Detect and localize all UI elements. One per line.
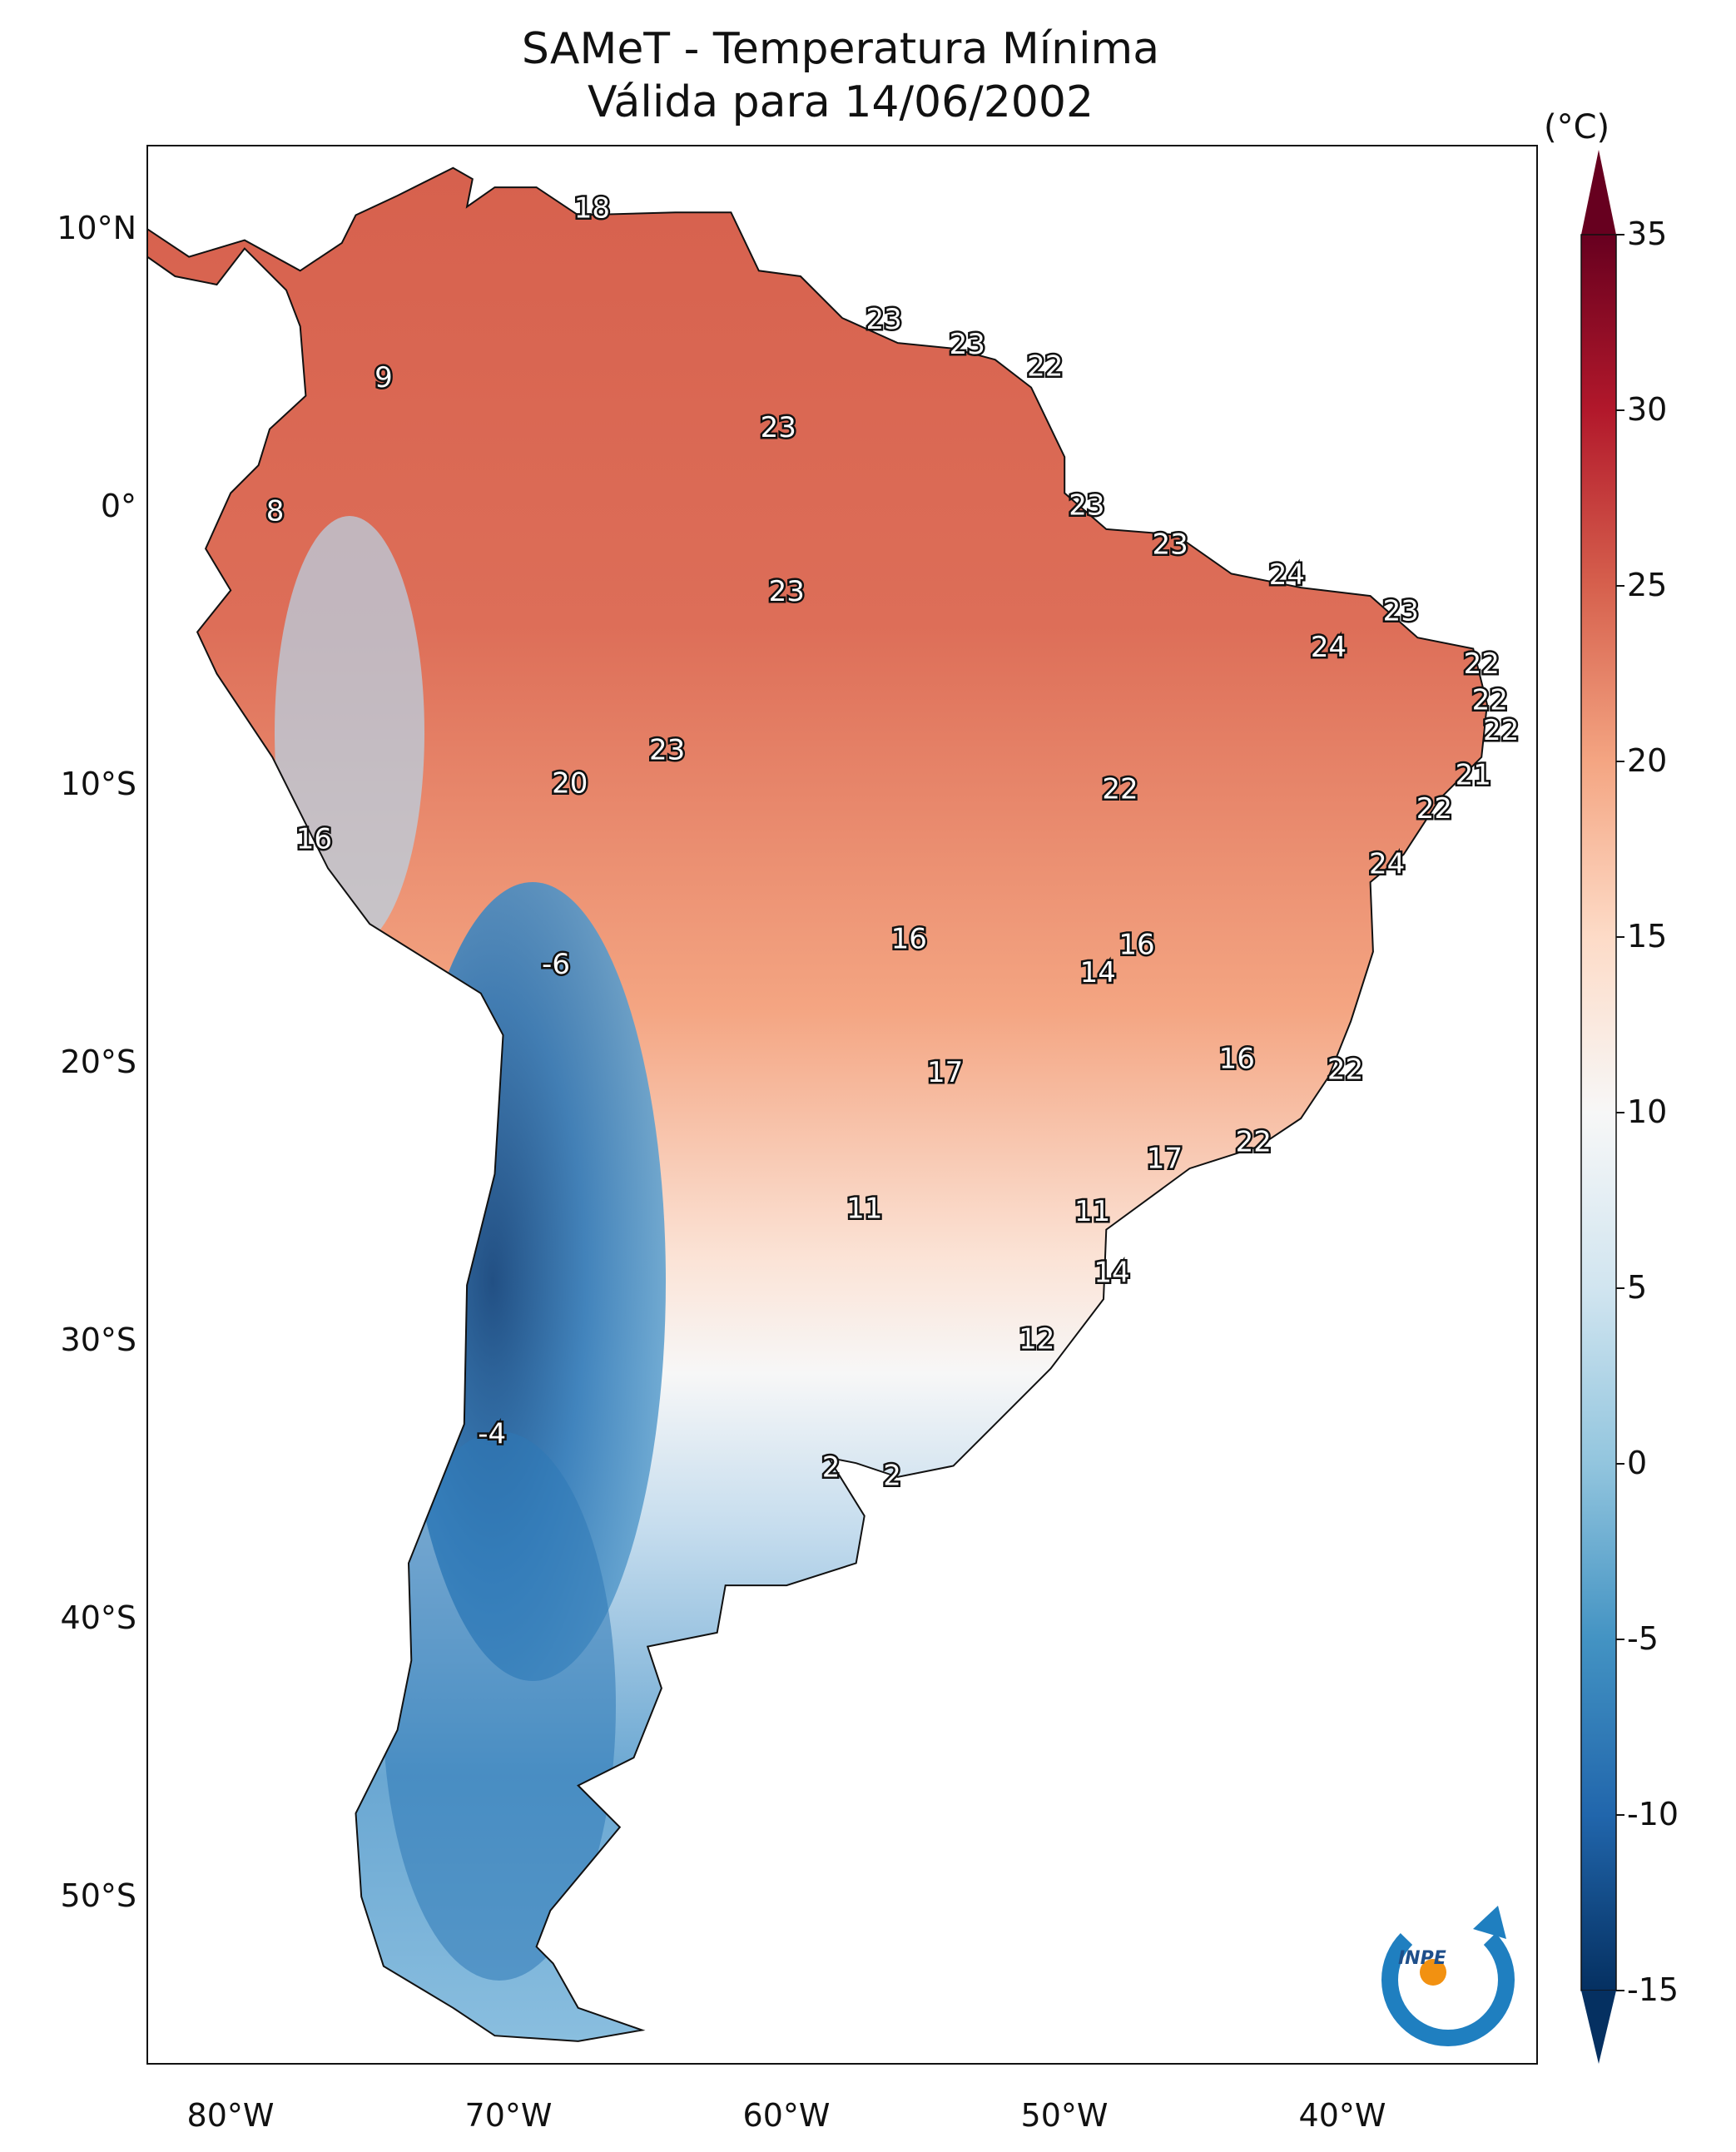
station-temperature-label: 22 <box>1416 792 1452 826</box>
station-temperature-label: 22 <box>1464 647 1500 681</box>
lat-tick-label: 20°S <box>60 1044 136 1080</box>
inpe-logo: INPE <box>1381 1906 1515 2046</box>
station-temperature-label: 16 <box>1219 1042 1255 1075</box>
station-temperature-label: 24 <box>1311 631 1347 664</box>
colorbar-tick-label: 10 <box>1627 1093 1668 1130</box>
colorbar-min-extension <box>1581 1991 1616 2064</box>
station-temperature-label: 23 <box>649 734 685 767</box>
station-temperature-label: 21 <box>1456 759 1491 792</box>
station-temperature-label: 23 <box>1383 595 1419 628</box>
station-temperature-label: 22 <box>1472 684 1508 717</box>
station-temperature-label: 23 <box>1152 528 1188 562</box>
station-temperature-label: 18 <box>574 191 610 225</box>
lon-tick-label: 50°W <box>1020 2097 1109 2134</box>
logo-text: INPE <box>1398 1948 1446 1969</box>
colorbar-tick-label: 20 <box>1627 742 1668 779</box>
station-temperature-label: 17 <box>927 1056 963 1089</box>
station-temperature-label: 11 <box>846 1193 882 1226</box>
colorbar-tick-label: -10 <box>1627 1796 1679 1832</box>
colorbar-tick-label: 15 <box>1627 918 1668 955</box>
colorbar-tick-label: 25 <box>1627 567 1668 603</box>
lat-tick-label: 40°S <box>60 1599 136 1636</box>
logo-arrow-icon <box>1473 1906 1506 1939</box>
colorbar-tick-label: -5 <box>1627 1620 1659 1657</box>
colorbar <box>1580 150 1617 2064</box>
lat-tick-label: 10°S <box>60 766 136 802</box>
station-temperature-label: 2 <box>822 1450 841 1484</box>
station-temperature-label: 12 <box>1019 1323 1054 1356</box>
station-temperature-label: 11 <box>1074 1195 1110 1228</box>
colorbar-tick-label: 35 <box>1627 216 1668 252</box>
station-temperature-label: 22 <box>1327 1054 1363 1087</box>
map-title-line2: Válida para 14/06/2002 <box>587 77 1094 127</box>
station-temperature-label: 8 <box>266 494 285 528</box>
station-temperature-label: 16 <box>891 923 927 956</box>
lon-tick-label: 80°W <box>186 2097 275 2134</box>
station-temperature-label: 22 <box>1236 1126 1272 1159</box>
station-temperature-label: 14 <box>1094 1257 1129 1290</box>
lat-tick-label: 10°N <box>57 210 136 246</box>
lon-tick-label: 40°W <box>1298 2097 1386 2134</box>
lat-tick-label: 50°S <box>60 1877 136 1914</box>
station-temperature-label: 24 <box>1369 848 1405 881</box>
colorbar-bar <box>1580 234 1617 1991</box>
map-frame <box>146 145 1538 2065</box>
colorbar-tick-label: 30 <box>1627 391 1668 428</box>
lon-tick-label: 70°W <box>464 2097 553 2134</box>
station-temperature-label: 9 <box>374 361 393 394</box>
station-temperature-label: -6 <box>542 948 570 981</box>
lat-tick-label: 0° <box>100 488 136 524</box>
station-temperature-label: 23 <box>769 575 805 608</box>
map-title-line1: SAMeT - Temperatura Mínima <box>521 24 1160 74</box>
colorbar-tick-label: 5 <box>1627 1269 1648 1306</box>
station-temperature-label: 2 <box>883 1459 901 1492</box>
station-temperature-label: 22 <box>1027 350 1063 384</box>
lon-tick-label: 60°W <box>742 2097 831 2134</box>
station-temperature-label: 22 <box>1483 714 1519 747</box>
station-temperature-label: 20 <box>552 767 588 801</box>
station-temperature-label: 14 <box>1080 956 1116 989</box>
colorbar-tick-label: 0 <box>1627 1445 1648 1481</box>
logo-arc <box>1381 1933 1515 2046</box>
colorbar-tick-label: -15 <box>1627 1971 1679 2008</box>
station-temperature-label: 16 <box>296 823 332 856</box>
colorbar-max-extension <box>1581 150 1616 235</box>
station-temperature-label: -4 <box>478 1417 506 1450</box>
lat-tick-label: 30°S <box>60 1321 136 1358</box>
station-temperature-label: 23 <box>950 328 985 361</box>
station-temperature-label: 23 <box>761 411 796 444</box>
colorbar-unit: (°C) <box>1544 108 1610 146</box>
station-temperature-label: 23 <box>1069 489 1104 523</box>
station-temperature-label: 16 <box>1118 928 1154 961</box>
coastline <box>146 166 1488 2042</box>
logo-dot <box>1420 1959 1446 1986</box>
station-temperature-label: 23 <box>866 303 901 336</box>
station-temperature-label: 17 <box>1147 1143 1183 1176</box>
station-temperature-label: 24 <box>1269 558 1305 592</box>
station-temperature-label: 22 <box>1102 772 1138 806</box>
station-label-layer: 1898232322232323232423242222222122242320… <box>264 190 1520 1495</box>
